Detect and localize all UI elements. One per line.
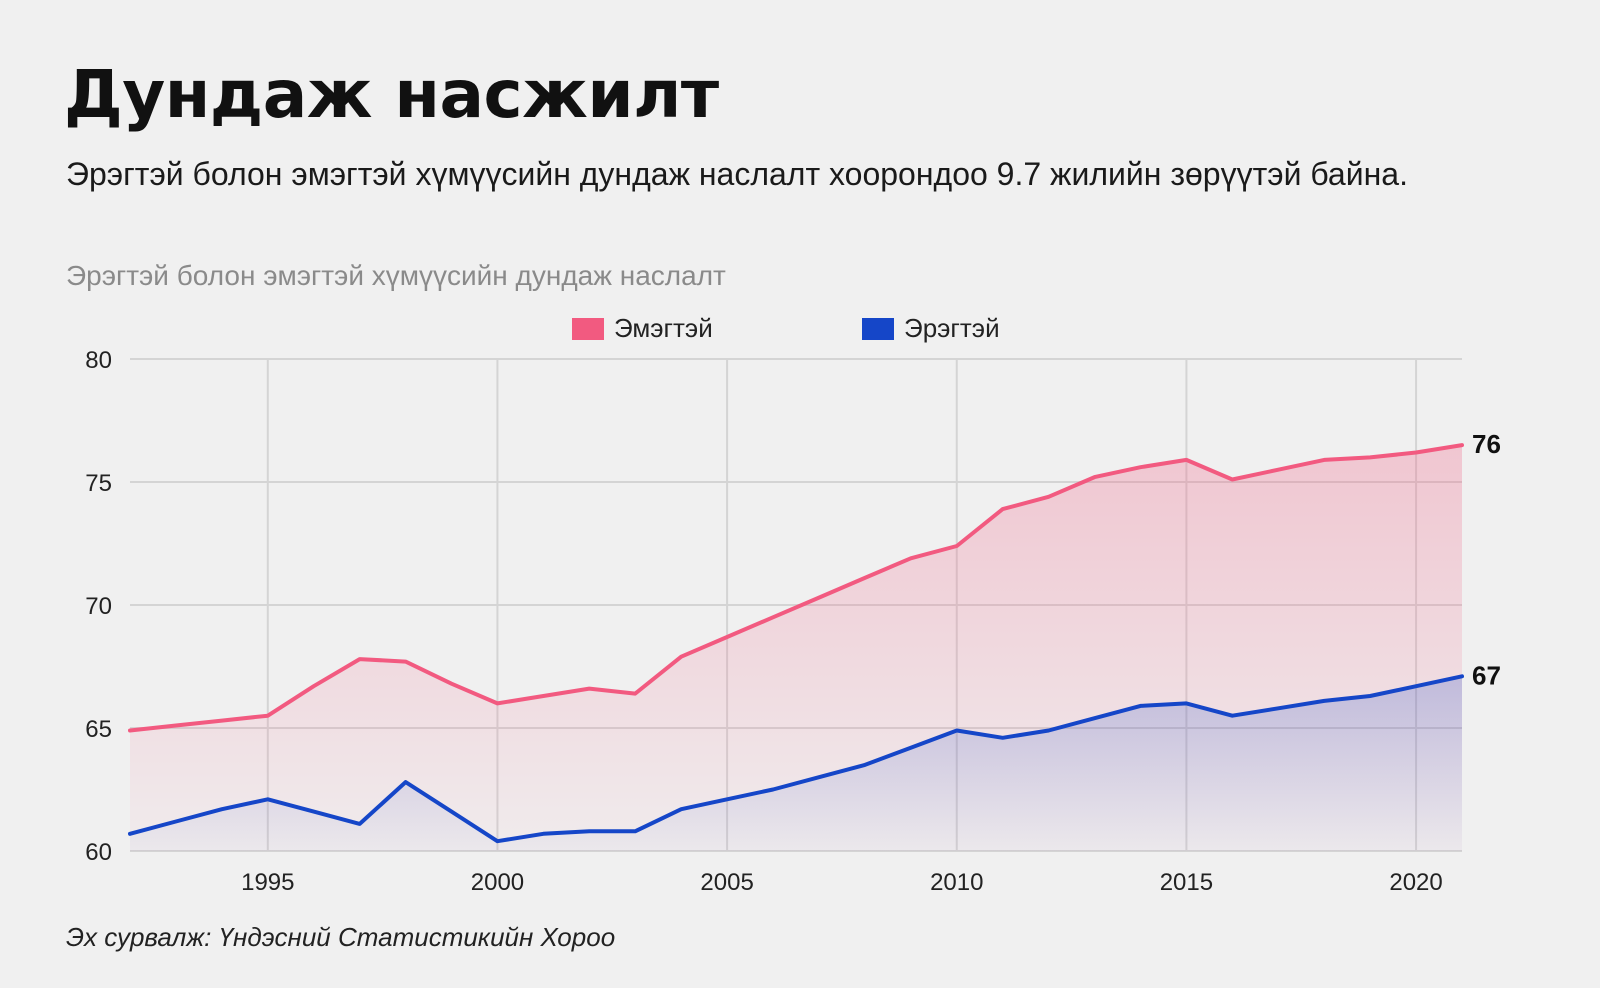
end-label-female: 76 (1472, 429, 1501, 459)
axis-ticks: 60 65 70 75 80 1995 2000 2005 2010 2015 2020 (85, 347, 1442, 896)
y-tick-label-60: 60 (85, 839, 112, 866)
series-line-male (128, 674, 1464, 844)
legend-swatch-female (572, 317, 604, 340)
series-area-male (130, 676, 1462, 851)
y-tick-label-80: 80 (85, 347, 112, 374)
series-lines (128, 443, 1464, 844)
x-tick-label-2015: 2015 (1160, 869, 1213, 896)
y-tick-label-75: 75 (85, 470, 112, 497)
page-title: Дундаж насжилт (64, 56, 719, 133)
chart-caption: Эрэгтэй болон эмэгтэй хүмүүсийн дундаж н… (66, 260, 726, 291)
end-labels: 76 67 (1472, 429, 1501, 690)
end-label-male: 67 (1472, 660, 1501, 690)
y-tick-label-65: 65 (85, 716, 112, 743)
source-note: Эх сурвалж: Үндэсний Статистикийн Хороо (66, 922, 616, 952)
chart-subtitle: Эрэгтэй болон эмэгтэй хүмүүсийн дундаж н… (66, 156, 1408, 192)
x-tick-label-2010: 2010 (930, 869, 983, 896)
series-line-female (128, 443, 1464, 733)
legend-label-female: Эмэгтэй (614, 313, 713, 343)
y-tick-label-70: 70 (85, 593, 112, 620)
legend-item-female[interactable]: Эмэгтэй (572, 313, 713, 344)
legend-swatch-male (862, 317, 894, 340)
legend-label-male: Эрэгтэй (904, 313, 1000, 343)
chart-legend: Эмэгтэй Эрэгтэй (0, 313, 1600, 353)
x-tick-label-1995: 1995 (241, 869, 294, 896)
x-tick-label-2020: 2020 (1389, 869, 1442, 896)
legend-item-male[interactable]: Эрэгтэй (862, 313, 1000, 344)
x-tick-label-2005: 2005 (700, 869, 753, 896)
series-areas (130, 445, 1462, 851)
x-tick-label-2000: 2000 (471, 869, 524, 896)
